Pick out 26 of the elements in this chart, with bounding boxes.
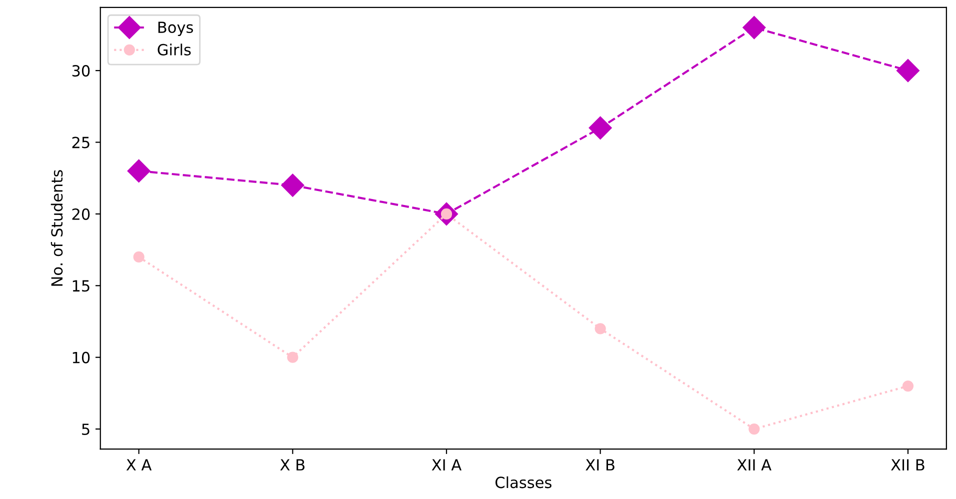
y-tick-label: 20 (72, 208, 90, 220)
point (588, 116, 612, 140)
point (287, 352, 298, 363)
point (742, 16, 766, 40)
legend-label: Boys (158, 22, 193, 36)
x-tick-label: XI A (432, 459, 462, 470)
y-axis-title: No. of Students (50, 170, 63, 286)
x-tick-label: XII B (891, 459, 924, 470)
x-tick-label: XI B (586, 459, 614, 470)
y-tick-label: 25 (72, 136, 90, 148)
y-tick-label: 15 (72, 280, 90, 292)
point (902, 380, 914, 392)
x-axis-title: Classes (495, 476, 552, 488)
y-tick-label: 5 (82, 424, 90, 436)
x-tick-label: XII A (737, 459, 772, 470)
y-tick-label: 30 (72, 65, 90, 77)
point (896, 59, 920, 82)
point (594, 323, 606, 334)
point (133, 251, 144, 263)
y-tick-label: 10 (72, 352, 90, 364)
point (127, 159, 150, 182)
x-tick-label: X A (126, 459, 152, 470)
point (748, 423, 760, 435)
point (281, 174, 304, 197)
x-tick-label: X B (280, 459, 304, 470)
legend-label: Girls (158, 44, 191, 56)
